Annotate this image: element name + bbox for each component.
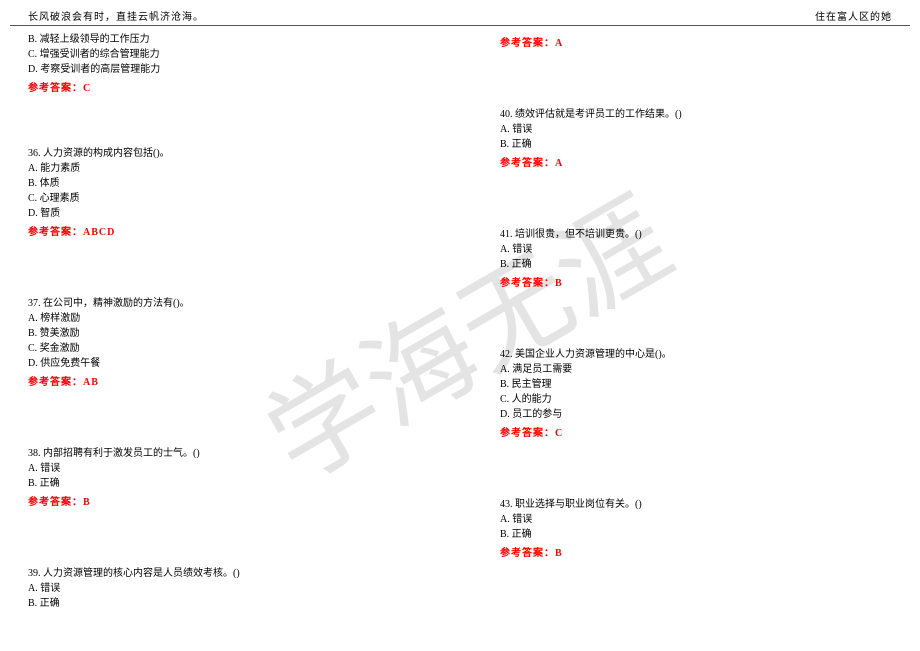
- option: A. 错误: [500, 242, 892, 257]
- question-title: 38. 内部招聘有利于激发员工的士气。(): [28, 446, 440, 461]
- option: C. 奖金激励: [28, 341, 440, 356]
- answer-line: 参考答案：ABCD: [28, 225, 440, 240]
- answer-value: B: [555, 548, 563, 559]
- option: D. 智质: [28, 206, 440, 221]
- right-column: 参考答案：A 40. 绩效评估就是考评员工的工作结果。() A. 错误 B. 正…: [460, 32, 892, 625]
- option: C. 心理素质: [28, 191, 440, 206]
- answer-line: 参考答案：C: [28, 81, 440, 96]
- option: A. 满足员工需要: [500, 362, 892, 377]
- option: D. 考察受训者的高层管理能力: [28, 62, 440, 77]
- question-title: 43. 职业选择与职业岗位有关。(): [500, 497, 892, 512]
- option: B. 赞美激励: [28, 326, 440, 341]
- header-right: 住在富人区的她: [815, 8, 892, 23]
- question-40: 40. 绩效评估就是考评员工的工作结果。() A. 错误 B. 正确 参考答案：…: [500, 107, 892, 171]
- answer-label: 参考答案：: [28, 227, 83, 238]
- answer-line: 参考答案：B: [500, 546, 892, 561]
- question-39: 39. 人力资源管理的核心内容是人员绩效考核。() A. 错误 B. 正确: [28, 566, 440, 611]
- answer-label: 参考答案：: [500, 428, 555, 439]
- option: A. 能力素质: [28, 161, 440, 176]
- question-42: 42. 美国企业人力资源管理的中心是()。 A. 满足员工需要 B. 民主管理 …: [500, 347, 892, 441]
- option: B. 正确: [28, 596, 440, 611]
- option: B. 民主管理: [500, 377, 892, 392]
- question-title: 39. 人力资源管理的核心内容是人员绩效考核。(): [28, 566, 440, 581]
- page-header: 长风破浪会有时，直挂云帆济沧海。 住在富人区的她: [0, 0, 920, 25]
- option: A. 错误: [28, 461, 440, 476]
- question-title: 36. 人力资源的构成内容包括()。: [28, 146, 440, 161]
- answer-label: 参考答案：: [28, 83, 83, 94]
- page-content: 长风破浪会有时，直挂云帆济沧海。 住在富人区的她 B. 减轻上级领导的工作压力 …: [0, 0, 920, 625]
- option: A. 错误: [500, 512, 892, 527]
- answer-value: C: [83, 83, 91, 94]
- option: A. 错误: [500, 122, 892, 137]
- option: B. 正确: [500, 527, 892, 542]
- option: A. 榜样激励: [28, 311, 440, 326]
- option: B. 正确: [500, 137, 892, 152]
- answer-label: 参考答案：: [500, 38, 555, 49]
- question-title: 41. 培训很贵，但不培训更贵。(): [500, 227, 892, 242]
- question-41: 41. 培训很贵，但不培训更贵。() A. 错误 B. 正确 参考答案：B: [500, 227, 892, 291]
- answer-line: 参考答案：A: [500, 156, 892, 171]
- answer-value: B: [83, 497, 91, 508]
- question-37: 37. 在公司中，精神激励的方法有()。 A. 榜样激励 B. 赞美激励 C. …: [28, 296, 440, 390]
- question-43: 43. 职业选择与职业岗位有关。() A. 错误 B. 正确 参考答案：B: [500, 497, 892, 561]
- question-35-tail: B. 减轻上级领导的工作压力 C. 增强受训者的综合管理能力 D. 考察受训者的…: [28, 32, 440, 96]
- answer-value: B: [555, 278, 563, 289]
- left-column: B. 减轻上级领导的工作压力 C. 增强受训者的综合管理能力 D. 考察受训者的…: [28, 32, 460, 625]
- option: D. 供应免费午餐: [28, 356, 440, 371]
- option: B. 正确: [500, 257, 892, 272]
- answer-line: 参考答案：B: [500, 276, 892, 291]
- answer-value: A: [555, 38, 563, 49]
- answer-line: 参考答案：C: [500, 426, 892, 441]
- header-rule: [10, 25, 910, 26]
- question-title: 40. 绩效评估就是考评员工的工作结果。(): [500, 107, 892, 122]
- answer-value: AB: [83, 377, 99, 388]
- two-column-layout: B. 减轻上级领导的工作压力 C. 增强受训者的综合管理能力 D. 考察受训者的…: [0, 32, 920, 625]
- question-title: 37. 在公司中，精神激励的方法有()。: [28, 296, 440, 311]
- answer-line: 参考答案：AB: [28, 375, 440, 390]
- header-left: 长风破浪会有时，直挂云帆济沧海。: [28, 8, 204, 23]
- question-36: 36. 人力资源的构成内容包括()。 A. 能力素质 B. 体质 C. 心理素质…: [28, 146, 440, 240]
- answer-label: 参考答案：: [500, 548, 555, 559]
- option: C. 增强受训者的综合管理能力: [28, 47, 440, 62]
- answer-value: C: [555, 428, 563, 439]
- answer-line: 参考答案：B: [28, 495, 440, 510]
- option: B. 体质: [28, 176, 440, 191]
- question-38: 38. 内部招聘有利于激发员工的士气。() A. 错误 B. 正确 参考答案：B: [28, 446, 440, 510]
- answer-label: 参考答案：: [500, 158, 555, 169]
- answer-label: 参考答案：: [28, 497, 83, 508]
- question-39-answer: 参考答案：A: [500, 36, 892, 51]
- option: B. 正确: [28, 476, 440, 491]
- answer-value: ABCD: [83, 227, 115, 238]
- answer-line: 参考答案：A: [500, 36, 892, 51]
- question-title: 42. 美国企业人力资源管理的中心是()。: [500, 347, 892, 362]
- option: A. 错误: [28, 581, 440, 596]
- answer-label: 参考答案：: [500, 278, 555, 289]
- option: B. 减轻上级领导的工作压力: [28, 32, 440, 47]
- option: C. 人的能力: [500, 392, 892, 407]
- answer-label: 参考答案：: [28, 377, 83, 388]
- answer-value: A: [555, 158, 563, 169]
- option: D. 员工的参与: [500, 407, 892, 422]
